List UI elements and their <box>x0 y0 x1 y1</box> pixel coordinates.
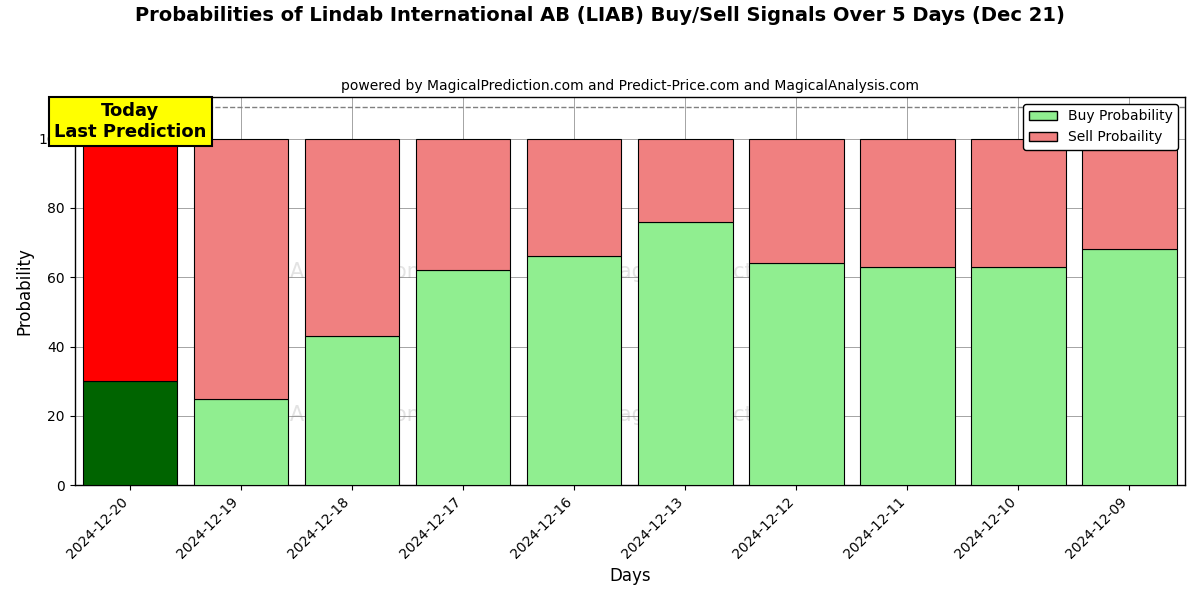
Bar <box>638 222 732 485</box>
Bar <box>83 139 178 381</box>
Y-axis label: Probability: Probability <box>16 247 34 335</box>
Bar <box>194 398 288 485</box>
Bar <box>194 139 288 398</box>
Text: MagicalAnalysis.com: MagicalAnalysis.com <box>210 405 427 425</box>
Bar <box>638 139 732 222</box>
Bar <box>1082 250 1177 485</box>
Text: MagicalPrediction.com: MagicalPrediction.com <box>601 262 836 281</box>
Text: Today
Last Prediction: Today Last Prediction <box>54 102 206 141</box>
Bar <box>971 139 1066 267</box>
Bar <box>749 139 844 263</box>
Text: MagicalPrediction.com: MagicalPrediction.com <box>601 405 836 425</box>
Text: Probabilities of Lindab International AB (LIAB) Buy/Sell Signals Over 5 Days (De: Probabilities of Lindab International AB… <box>136 6 1064 25</box>
Bar <box>527 139 622 256</box>
Bar <box>1082 139 1177 250</box>
Bar <box>416 270 510 485</box>
Bar <box>416 139 510 270</box>
Bar <box>749 263 844 485</box>
Bar <box>305 139 400 336</box>
Bar <box>860 267 955 485</box>
Bar <box>971 267 1066 485</box>
Bar <box>860 139 955 267</box>
Bar <box>305 336 400 485</box>
Bar <box>83 381 178 485</box>
X-axis label: Days: Days <box>610 567 650 585</box>
Legend: Buy Probability, Sell Probaility: Buy Probability, Sell Probaility <box>1024 104 1178 150</box>
Title: powered by MagicalPrediction.com and Predict-Price.com and MagicalAnalysis.com: powered by MagicalPrediction.com and Pre… <box>341 79 919 93</box>
Bar <box>527 256 622 485</box>
Text: MagicalAnalysis.com: MagicalAnalysis.com <box>210 262 427 281</box>
